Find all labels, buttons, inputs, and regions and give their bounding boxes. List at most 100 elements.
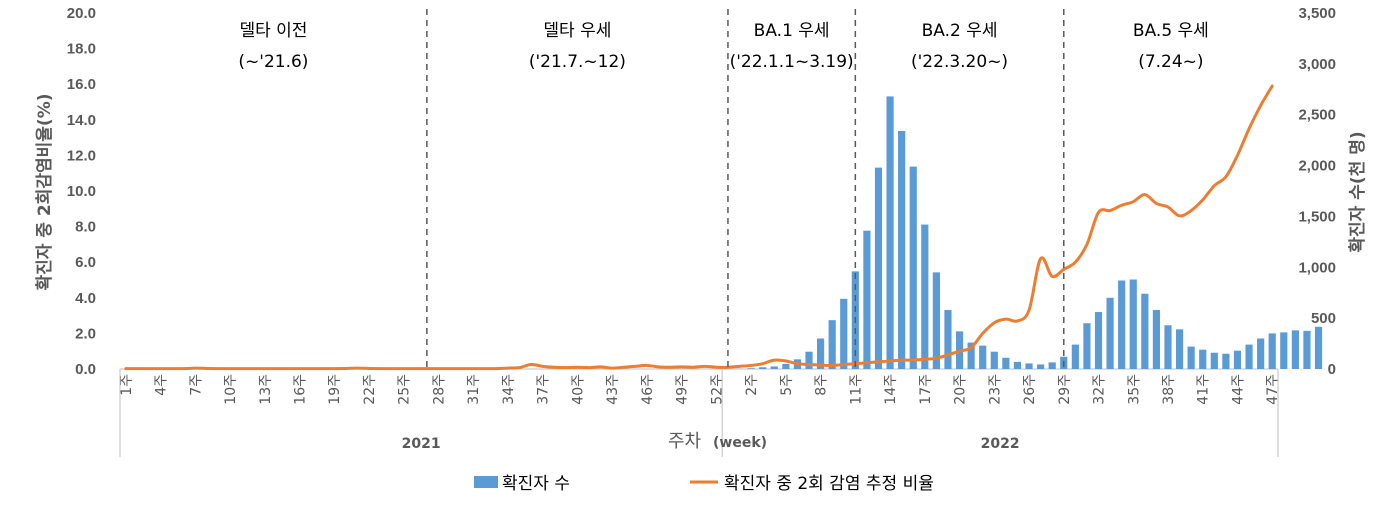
legend-label-cases: 확진자 수 (502, 474, 570, 494)
right-y-axis: 0 500 1,000 1,500 2,000 2,500 3,000 3,500 (1298, 5, 1336, 378)
right-y-tick: 2,000 (1298, 158, 1336, 175)
x-tick-label: 4주 (154, 374, 170, 396)
right-y-tick: 500 (1311, 310, 1336, 327)
bar (1245, 344, 1253, 369)
x-tick-label: 26주 (1022, 374, 1038, 405)
x-axis-title-suffix: (week) (713, 435, 767, 451)
legend-label-ratio: 확진자 중 2회 감염 추정 비율 (724, 474, 934, 494)
x-tick-label: 49주 (675, 374, 691, 405)
x-tick-label: 31주 (466, 374, 482, 405)
bar (1280, 332, 1288, 369)
bar (932, 272, 940, 369)
x-tick-label: 13주 (258, 374, 274, 405)
phase-title: BA.5 우세 (1133, 21, 1209, 41)
left-y-tick: 14.0 (67, 112, 96, 129)
phase-title: BA.2 우세 (922, 21, 998, 41)
x-tick-label: 52주 (709, 374, 725, 405)
bar (828, 320, 836, 369)
x-axis-title: 주차 (week) (668, 431, 767, 452)
bar (1094, 312, 1103, 369)
left-y-tick: 12.0 (67, 147, 96, 164)
bar (1118, 280, 1126, 369)
phase-period: (~'21.6) (238, 52, 308, 72)
left-y-axis: 0.0 2.0 4.0 6.0 8.0 10.0 12.0 14.0 16.0 18.0 20.0 (67, 5, 96, 378)
left-y-tick: 8.0 (75, 219, 96, 236)
legend: 확진자 수 확진자 중 2회 감염 추정 비율 (474, 474, 934, 494)
x-tick-label: 38주 (1161, 374, 1177, 405)
phase-title: 델타 우세 (543, 21, 611, 41)
bar (1152, 310, 1160, 369)
phase-title: BA.1 우세 (754, 21, 830, 41)
x-tick-label: 11주 (848, 374, 864, 405)
bar (1175, 329, 1184, 369)
bar (990, 351, 998, 369)
bar (1083, 323, 1091, 369)
x-axis: 1주 4주 7주 10주 13주 16주 19주 22주 25주 28주 31주 34주 37주 40주 4… (119, 369, 1281, 457)
x-tick-label: 8주 (814, 374, 830, 396)
right-axis-title: 확진자 수(천 명) (1348, 131, 1368, 252)
phase-period: ('21.7.~12) (529, 52, 626, 72)
x-tick-label: 22주 (362, 374, 378, 405)
left-y-tick: 10.0 (67, 183, 96, 200)
x-tick-label: 37주 (536, 374, 552, 405)
left-y-tick: 16.0 (67, 76, 96, 93)
right-y-tick: 2,500 (1298, 107, 1336, 124)
ratio-line-path (124, 84, 1274, 371)
bar (1025, 363, 1033, 369)
bar (967, 342, 975, 369)
x-tick-label: 17주 (918, 374, 934, 405)
bar (1106, 297, 1114, 369)
phase-title: 델타 이전 (239, 21, 307, 41)
bar (1037, 364, 1045, 369)
x-tick-label: 29주 (1057, 374, 1073, 405)
bar (1291, 330, 1299, 369)
legend-swatch-cases (474, 476, 498, 488)
x-tick-label: 46주 (640, 374, 656, 405)
bar (1141, 293, 1149, 369)
x-tick-label: 40주 (570, 374, 586, 405)
x-tick-label: 43주 (605, 374, 621, 405)
x-tick-label: 23주 (987, 374, 1003, 405)
right-y-tick: 1,000 (1298, 259, 1336, 276)
variant-phase-annotations: 델타 이전 (~'21.6) 델타 우세 ('21.7.~12) BA.1 우세 ('22… (238, 9, 1209, 369)
reinfection-ratio-line (124, 84, 1274, 371)
x-tick-label: 44주 (1230, 374, 1246, 405)
phase-period: (7.24~) (1138, 52, 1203, 72)
left-y-tick: 18.0 (67, 41, 96, 58)
bar (921, 224, 929, 369)
bar (1222, 353, 1230, 369)
bar (979, 345, 987, 369)
bar (898, 130, 906, 369)
x-tick-label: 28주 (431, 374, 447, 405)
bar (1048, 362, 1056, 369)
x-tick-label: 25주 (397, 374, 413, 405)
left-y-tick: 0.0 (75, 361, 96, 378)
x-tick-label: 2주 (744, 374, 760, 396)
x-tick-label: 34주 (501, 374, 517, 405)
left-y-tick: 2.0 (75, 325, 96, 342)
confirmed-cases-bars (735, 96, 1323, 369)
x-tick-label: 41주 (1196, 374, 1212, 405)
x-tick-label: 16주 (292, 374, 308, 405)
x-tick-label: 20주 (953, 374, 969, 405)
bar (1257, 338, 1265, 369)
x-tick-label: 47주 (1265, 374, 1281, 405)
bar (1013, 361, 1022, 369)
right-y-tick: 1,500 (1298, 208, 1336, 225)
x-tick-label: 14주 (883, 374, 899, 405)
bar (1071, 344, 1079, 369)
bar (1199, 349, 1207, 369)
bar (863, 230, 871, 369)
x-tick-label: 7주 (188, 374, 204, 396)
right-y-tick: 3,000 (1298, 56, 1336, 73)
bar (1187, 346, 1195, 369)
left-y-tick: 4.0 (75, 290, 96, 307)
bar (1002, 357, 1010, 369)
bar (1314, 326, 1323, 369)
bar (1303, 330, 1311, 369)
bar (817, 338, 825, 369)
left-y-tick: 6.0 (75, 254, 96, 271)
left-axis-title: 확진자 중 2회감염비율(%) (35, 94, 55, 291)
x-tick-label: 19주 (327, 374, 343, 405)
